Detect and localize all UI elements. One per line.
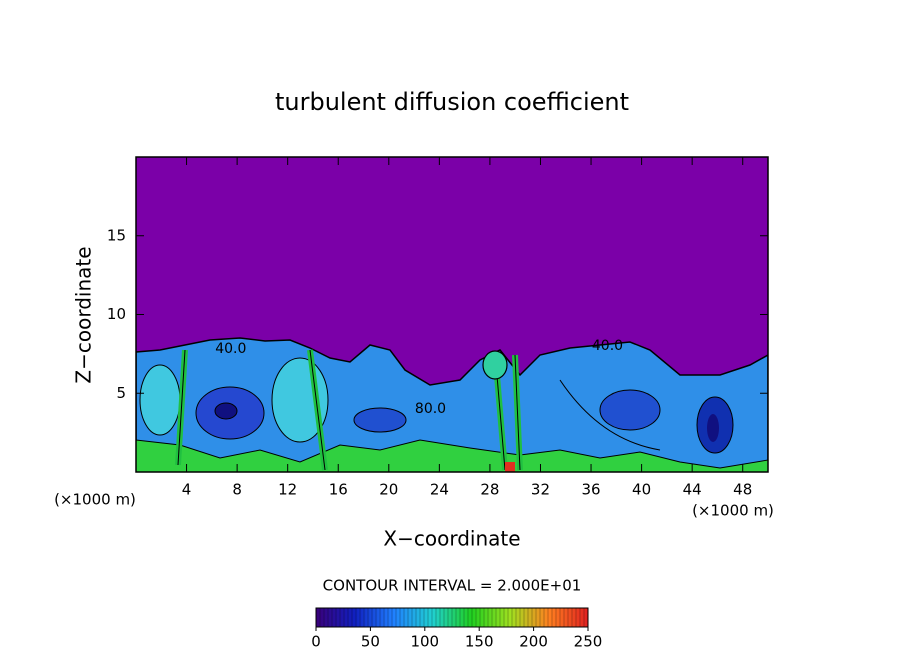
y-axis-title: Z−coordinate <box>72 246 96 383</box>
colorbar-tick-label: 100 <box>410 633 439 651</box>
x-tick-label: 40 <box>632 481 651 499</box>
x-tick-label: 44 <box>683 481 702 499</box>
plot-frame <box>135 156 769 473</box>
x-tick-label: 8 <box>232 481 242 499</box>
x-tick-label: 24 <box>430 481 449 499</box>
colorbar-tick-label: 0 <box>311 633 321 651</box>
x-unit-label: (×1000 m) <box>692 502 774 520</box>
x-tick-label: 16 <box>329 481 348 499</box>
x-tick-label: 20 <box>379 481 398 499</box>
colorbar-tick-label: 50 <box>361 633 380 651</box>
contour-label: 40.0 <box>215 341 246 357</box>
contour-field <box>136 337 768 472</box>
colorbar-tick-label: 250 <box>574 633 603 651</box>
y-tick-label: 5 <box>116 384 126 402</box>
x-tick-label: 36 <box>581 481 600 499</box>
colorbar-tick-label: 200 <box>519 633 548 651</box>
x-tick-label: 28 <box>480 481 499 499</box>
y-tick-label: 15 <box>107 226 126 244</box>
x-tick-label: 12 <box>278 481 297 499</box>
x-axis-title: X−coordinate <box>383 527 520 551</box>
x-unit-label: (×1000 m) <box>54 491 136 509</box>
x-tick-label: 4 <box>182 481 192 499</box>
contour-label: 40.0 <box>592 338 623 354</box>
colorbar-tick-label: 150 <box>465 633 494 651</box>
chart-title: turbulent diffusion coefficient <box>275 88 629 116</box>
contour-label: 80.0 <box>415 401 446 417</box>
x-tick-label: 32 <box>531 481 550 499</box>
y-tick-label: 10 <box>107 305 126 323</box>
contour-interval: CONTOUR INTERVAL = 2.000E+01 <box>323 577 582 595</box>
x-tick-label: 48 <box>733 481 752 499</box>
